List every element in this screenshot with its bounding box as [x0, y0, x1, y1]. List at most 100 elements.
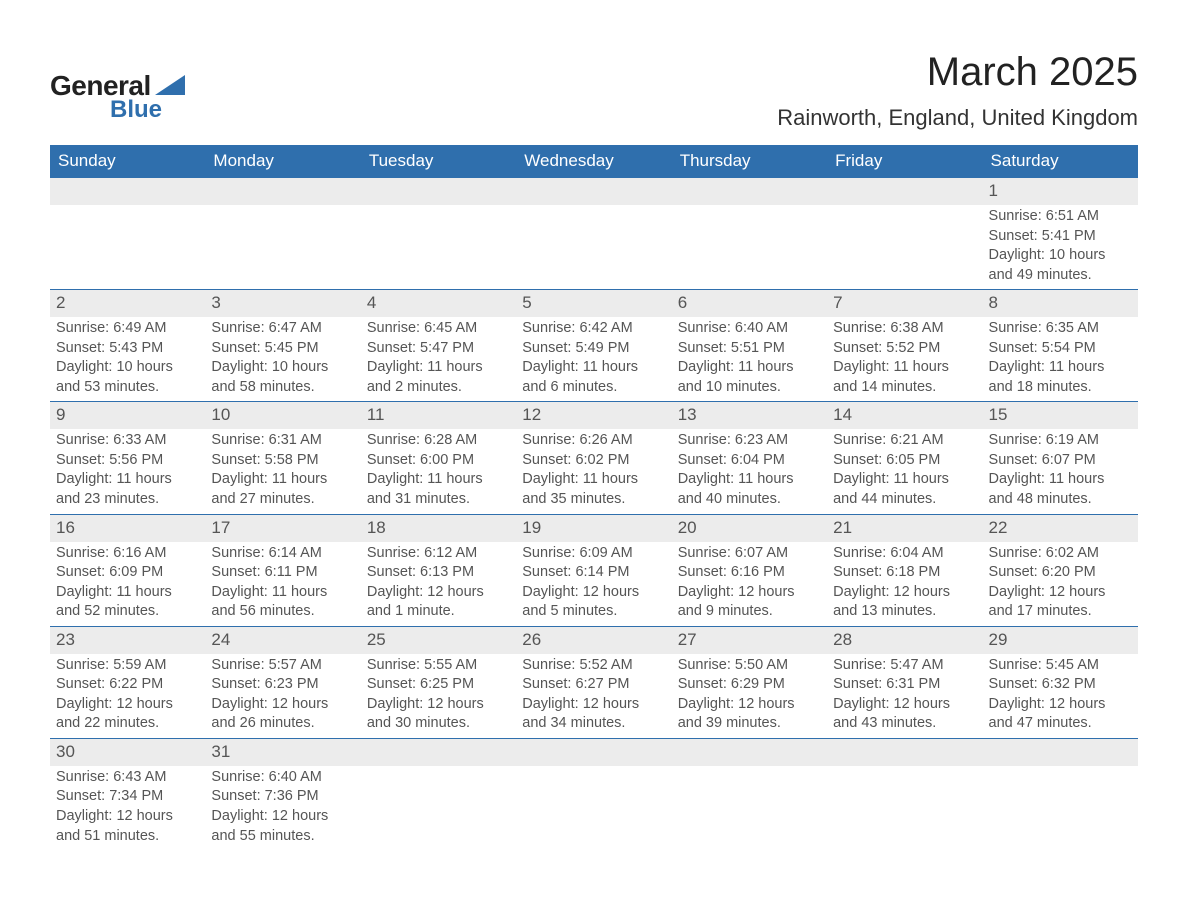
- sunrise-text: Sunrise: 5:57 AM: [211, 656, 354, 676]
- day-body: Sunrise: 6:49 AMSunset: 5:43 PMDaylight:…: [50, 317, 205, 401]
- sunrise-text: Sunrise: 5:52 AM: [522, 656, 665, 676]
- day-number: [672, 178, 827, 205]
- day-body: [205, 205, 360, 211]
- calendar-day-cell: 14Sunrise: 6:21 AMSunset: 6:05 PMDayligh…: [827, 402, 982, 514]
- calendar-day-cell: [361, 738, 516, 850]
- sunset-text: Sunset: 6:18 PM: [833, 563, 976, 583]
- day-body: Sunrise: 6:47 AMSunset: 5:45 PMDaylight:…: [205, 317, 360, 401]
- calendar-day-cell: 6Sunrise: 6:40 AMSunset: 5:51 PMDaylight…: [672, 290, 827, 402]
- daylight-text: Daylight: 11 hours and 44 minutes.: [833, 470, 976, 509]
- calendar-day-cell: 5Sunrise: 6:42 AMSunset: 5:49 PMDaylight…: [516, 290, 671, 402]
- weekday-header-row: Sunday Monday Tuesday Wednesday Thursday…: [50, 145, 1138, 178]
- sunset-text: Sunset: 6:22 PM: [56, 675, 199, 695]
- calendar-day-cell: 18Sunrise: 6:12 AMSunset: 6:13 PMDayligh…: [361, 514, 516, 626]
- weekday-header: Wednesday: [516, 145, 671, 178]
- title-block: March 2025 Rainworth, England, United Ki…: [777, 50, 1138, 139]
- sunset-text: Sunset: 7:36 PM: [211, 787, 354, 807]
- page-title: March 2025: [777, 50, 1138, 95]
- day-body: Sunrise: 5:47 AMSunset: 6:31 PMDaylight:…: [827, 654, 982, 738]
- day-body: [516, 205, 671, 211]
- sunrise-text: Sunrise: 6:12 AM: [367, 544, 510, 564]
- day-body: Sunrise: 6:26 AMSunset: 6:02 PMDaylight:…: [516, 429, 671, 513]
- sunrise-text: Sunrise: 6:28 AM: [367, 431, 510, 451]
- day-number: 27: [672, 627, 827, 654]
- sunrise-text: Sunrise: 6:40 AM: [678, 319, 821, 339]
- daylight-text: Daylight: 12 hours and 55 minutes.: [211, 807, 354, 846]
- day-body: [672, 205, 827, 211]
- sunrise-text: Sunrise: 6:26 AM: [522, 431, 665, 451]
- day-number: 4: [361, 290, 516, 317]
- day-body: Sunrise: 6:28 AMSunset: 6:00 PMDaylight:…: [361, 429, 516, 513]
- calendar-week-row: 2Sunrise: 6:49 AMSunset: 5:43 PMDaylight…: [50, 290, 1138, 402]
- sunset-text: Sunset: 5:56 PM: [56, 451, 199, 471]
- day-body: Sunrise: 6:51 AMSunset: 5:41 PMDaylight:…: [983, 205, 1138, 289]
- day-body: Sunrise: 6:43 AMSunset: 7:34 PMDaylight:…: [50, 766, 205, 850]
- day-body: [50, 205, 205, 211]
- calendar-day-cell: [672, 178, 827, 290]
- sunset-text: Sunset: 6:29 PM: [678, 675, 821, 695]
- calendar-day-cell: 12Sunrise: 6:26 AMSunset: 6:02 PMDayligh…: [516, 402, 671, 514]
- calendar-day-cell: 10Sunrise: 6:31 AMSunset: 5:58 PMDayligh…: [205, 402, 360, 514]
- day-body: Sunrise: 5:50 AMSunset: 6:29 PMDaylight:…: [672, 654, 827, 738]
- sunset-text: Sunset: 6:14 PM: [522, 563, 665, 583]
- day-number: [205, 178, 360, 205]
- daylight-text: Daylight: 12 hours and 5 minutes.: [522, 583, 665, 622]
- day-body: Sunrise: 5:57 AMSunset: 6:23 PMDaylight:…: [205, 654, 360, 738]
- sunrise-text: Sunrise: 5:50 AM: [678, 656, 821, 676]
- day-number: 31: [205, 739, 360, 766]
- day-number: 5: [516, 290, 671, 317]
- day-number: 20: [672, 515, 827, 542]
- calendar-day-cell: 29Sunrise: 5:45 AMSunset: 6:32 PMDayligh…: [983, 626, 1138, 738]
- sunset-text: Sunset: 6:07 PM: [989, 451, 1132, 471]
- day-number: [827, 739, 982, 766]
- daylight-text: Daylight: 10 hours and 53 minutes.: [56, 358, 199, 397]
- calendar-week-row: 16Sunrise: 6:16 AMSunset: 6:09 PMDayligh…: [50, 514, 1138, 626]
- sunset-text: Sunset: 6:02 PM: [522, 451, 665, 471]
- sunrise-text: Sunrise: 5:59 AM: [56, 656, 199, 676]
- sunrise-text: Sunrise: 6:19 AM: [989, 431, 1132, 451]
- calendar-day-cell: 8Sunrise: 6:35 AMSunset: 5:54 PMDaylight…: [983, 290, 1138, 402]
- sunrise-text: Sunrise: 6:31 AM: [211, 431, 354, 451]
- day-body: Sunrise: 6:16 AMSunset: 6:09 PMDaylight:…: [50, 542, 205, 626]
- calendar-day-cell: 22Sunrise: 6:02 AMSunset: 6:20 PMDayligh…: [983, 514, 1138, 626]
- day-number: 21: [827, 515, 982, 542]
- calendar-week-row: 23Sunrise: 5:59 AMSunset: 6:22 PM Dayligh…: [50, 626, 1138, 738]
- weekday-header: Thursday: [672, 145, 827, 178]
- day-body: Sunrise: 6:35 AMSunset: 5:54 PMDaylight:…: [983, 317, 1138, 401]
- day-number: 7: [827, 290, 982, 317]
- sunset-text: Sunset: 6:23 PM: [211, 675, 354, 695]
- sunrise-text: Sunrise: 6:23 AM: [678, 431, 821, 451]
- day-body: Sunrise: 6:31 AMSunset: 5:58 PMDaylight:…: [205, 429, 360, 513]
- day-body: Sunrise: 6:09 AMSunset: 6:14 PMDaylight:…: [516, 542, 671, 626]
- sunrise-text: Sunrise: 6:49 AM: [56, 319, 199, 339]
- sunrise-text: Sunrise: 6:21 AM: [833, 431, 976, 451]
- day-body: Sunrise: 6:33 AMSunset: 5:56 PMDaylight:…: [50, 429, 205, 513]
- day-number: 13: [672, 402, 827, 429]
- weekday-header: Monday: [205, 145, 360, 178]
- daylight-text: Daylight: 12 hours and 39 minutes.: [678, 695, 821, 734]
- day-body: Sunrise: 6:04 AMSunset: 6:18 PMDaylight:…: [827, 542, 982, 626]
- calendar-day-cell: 17Sunrise: 6:14 AMSunset: 6:11 PMDayligh…: [205, 514, 360, 626]
- sunset-text: Sunset: 5:47 PM: [367, 339, 510, 359]
- day-number: [672, 739, 827, 766]
- day-body: Sunrise: 6:07 AMSunset: 6:16 PMDaylight:…: [672, 542, 827, 626]
- daylight-text: Daylight: 12 hours and 17 minutes.: [989, 583, 1132, 622]
- sunrise-text: Sunrise: 6:16 AM: [56, 544, 199, 564]
- sunrise-text: Sunrise: 6:42 AM: [522, 319, 665, 339]
- sunset-text: Sunset: 5:43 PM: [56, 339, 199, 359]
- sunrise-text: Sunrise: 6:14 AM: [211, 544, 354, 564]
- sunrise-text: Sunrise: 6:47 AM: [211, 319, 354, 339]
- day-number: 11: [361, 402, 516, 429]
- day-number: [50, 178, 205, 205]
- weekday-header: Sunday: [50, 145, 205, 178]
- calendar-day-cell: [983, 738, 1138, 850]
- sunrise-text: Sunrise: 6:04 AM: [833, 544, 976, 564]
- day-body: Sunrise: 5:55 AMSunset: 6:25 PMDaylight:…: [361, 654, 516, 738]
- day-body: [672, 766, 827, 772]
- day-body: Sunrise: 6:21 AMSunset: 6:05 PMDaylight:…: [827, 429, 982, 513]
- day-number: 23: [50, 627, 205, 654]
- calendar-day-cell: [516, 178, 671, 290]
- day-number: 22: [983, 515, 1138, 542]
- calendar-day-cell: 11Sunrise: 6:28 AMSunset: 6:00 PMDayligh…: [361, 402, 516, 514]
- calendar-day-cell: 3Sunrise: 6:47 AMSunset: 5:45 PMDaylight…: [205, 290, 360, 402]
